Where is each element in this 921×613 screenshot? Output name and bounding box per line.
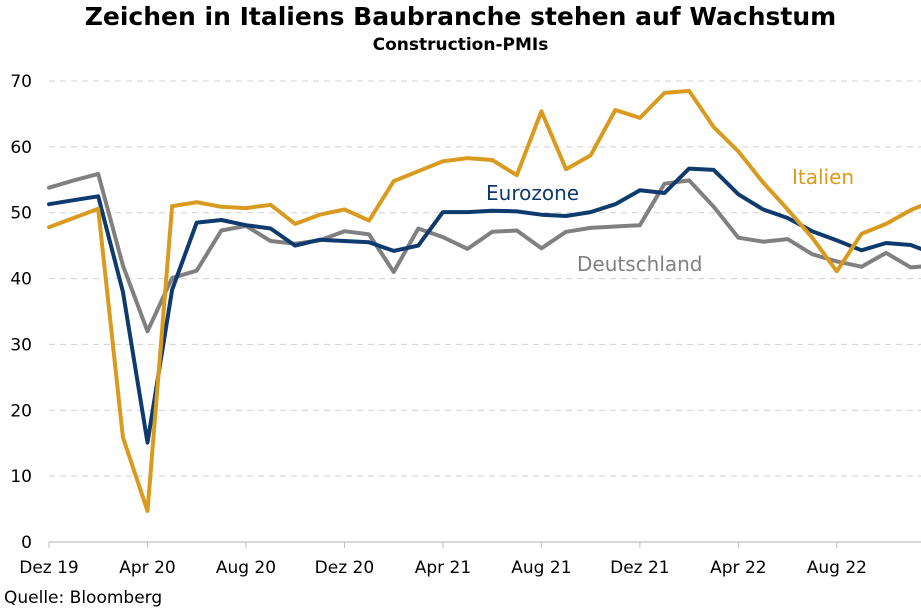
y-tick-label: 40 [10, 270, 32, 290]
series-line-eurozone [47, 166, 921, 445]
x-tick-label: Dez 21 [610, 558, 670, 578]
x-axis-ticks: Dez 19 Apr 20 Aug 20 Dez 20 Apr 21 Aug 21 Dez … [19, 542, 867, 578]
y-tick-label: 0 [21, 533, 32, 553]
x-tick-label: Apr 21 [415, 558, 471, 578]
series-lines [47, 88, 921, 513]
x-tick-label: Aug 20 [216, 558, 276, 578]
x-tick-label: Aug 22 [807, 558, 867, 578]
y-tick-label: 20 [10, 401, 32, 421]
y-tick-label: 70 [10, 72, 32, 92]
y-tick-label: 50 [10, 204, 32, 224]
chart-subtitle: Construction-PMIs [372, 35, 549, 55]
y-axis-ticks: 0 10 20 30 40 50 60 70 [10, 72, 32, 553]
series-label-italien: Italien [792, 165, 854, 189]
series-labels: Italien Eurozone Deutschland [486, 165, 854, 276]
chart-title: Zeichen in Italiens Baubranche stehen au… [84, 2, 837, 31]
x-tick-label: Apr 22 [710, 558, 766, 578]
series-line-deutschland [47, 171, 921, 334]
y-tick-label: 30 [10, 335, 32, 355]
x-tick-label: Dez 19 [19, 558, 79, 578]
y-tick-label: 10 [10, 467, 32, 487]
series-label-eurozone: Eurozone [486, 181, 579, 205]
source-note: Quelle: Bloomberg [4, 588, 163, 608]
grid-lines [49, 80, 921, 477]
series-label-deutschland: Deutschland [577, 252, 703, 276]
y-tick-label: 60 [10, 138, 32, 158]
x-tick-label: Aug 21 [511, 558, 571, 578]
x-tick-label: Apr 20 [119, 558, 175, 578]
x-tick-label: Dez 20 [315, 558, 375, 578]
series-line-italien [47, 88, 921, 513]
